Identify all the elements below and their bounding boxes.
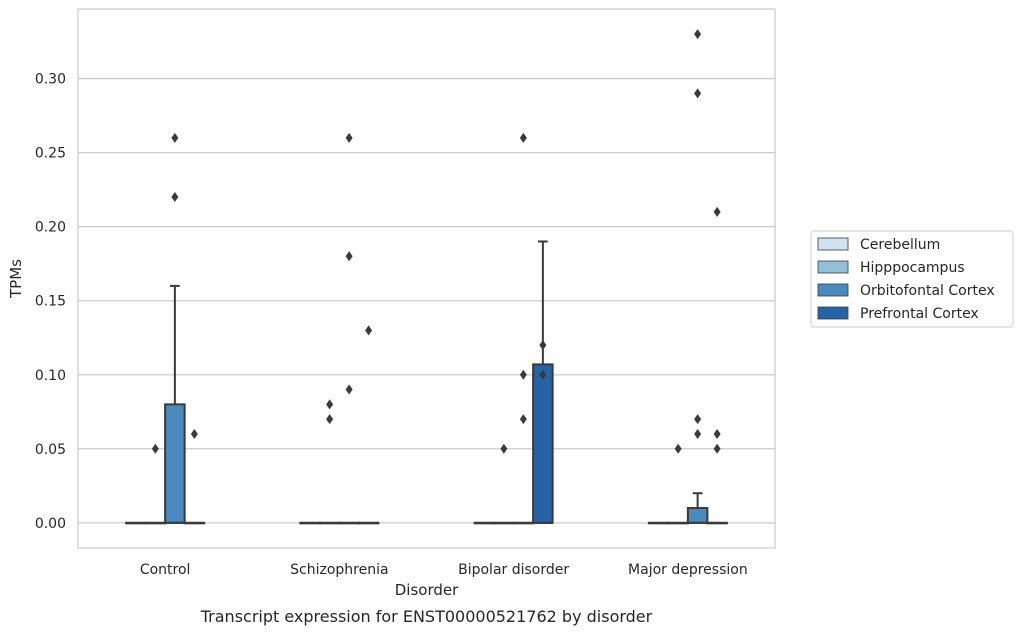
y-axis-ticks: 0.00 0.05 0.10 0.15 0.20 0.25 0.30 <box>35 72 66 532</box>
outlier-point <box>519 132 527 143</box>
box-group <box>686 29 709 524</box>
box-group <box>299 521 321 525</box>
outlier-point <box>694 88 702 99</box>
box-group <box>706 206 728 525</box>
outlier-point <box>345 132 353 143</box>
outlier-point <box>694 428 702 439</box>
outlier-point <box>326 399 334 410</box>
outlier-point <box>171 192 179 203</box>
y-tick-label: 0.15 <box>35 294 66 310</box>
box-group <box>318 399 341 525</box>
legend-label: Orbitofontal Cortex <box>860 283 995 299</box>
outlier-point <box>326 414 334 425</box>
box-group <box>183 428 206 525</box>
box-group <box>338 132 360 525</box>
box-group <box>357 325 380 525</box>
y-tick-label: 0.05 <box>35 442 66 458</box>
box-group <box>144 443 167 525</box>
y-tick-label: 0.20 <box>35 220 66 236</box>
box <box>686 507 709 524</box>
y-tick-label: 0.30 <box>35 72 66 88</box>
x-tick-label: Major depression <box>628 562 748 578</box>
legend-label: Cerebellum <box>860 237 940 253</box>
outlier-point <box>345 384 353 395</box>
gridlines <box>78 77 775 524</box>
y-tick-label: 0.25 <box>35 146 66 162</box>
legend-label: Hipppocampus <box>860 260 965 276</box>
outlier-point <box>539 369 547 380</box>
outlier-point <box>694 414 702 425</box>
box-group <box>532 240 554 524</box>
outlier-point <box>345 251 353 262</box>
legend-label: Prefrontal Cortex <box>860 306 979 322</box>
chart-caption: Transcript expression for ENST0000052176… <box>200 607 653 626</box>
y-axis-label: TPMs <box>7 259 25 299</box>
legend-swatch <box>817 283 849 297</box>
legend-swatch <box>817 237 849 251</box>
box <box>532 363 554 524</box>
x-tick-label: Schizophrenia <box>290 562 388 578</box>
outlier-point <box>519 369 527 380</box>
outlier-point <box>151 443 159 454</box>
outlier-point <box>674 443 682 454</box>
outlier-point <box>519 414 527 425</box>
box-group <box>647 521 670 525</box>
legend-swatch <box>817 260 849 274</box>
box-group <box>125 521 147 525</box>
x-axis-ticks: Control Schizophrenia Bipolar disorder Majo… <box>140 562 748 578</box>
x-axis-label: Disorder <box>395 581 459 599</box>
box-group <box>667 443 689 525</box>
outlier-point <box>190 428 198 439</box>
legend: Cerebellum Hipppocampus Orbitofontal Corte… <box>810 230 1014 328</box>
outlier-point <box>713 428 721 439</box>
outlier-point <box>539 340 547 351</box>
outlier-point <box>365 325 373 336</box>
box <box>164 403 186 524</box>
legend-swatch <box>817 306 849 320</box>
outlier-point <box>171 132 179 143</box>
x-tick-label: Control <box>140 562 191 578</box>
outlier-point <box>713 206 721 217</box>
legend-frame <box>810 230 1014 328</box>
box-group <box>493 443 515 525</box>
box-group <box>512 132 535 525</box>
box-group <box>164 132 186 524</box>
outlier-point <box>694 29 702 40</box>
outlier-point <box>500 443 508 454</box>
outlier-point <box>713 443 721 454</box>
y-tick-label: 0.00 <box>35 516 66 532</box>
boxes <box>125 29 728 525</box>
plot-frame <box>77 8 776 549</box>
x-tick-label: Bipolar disorder <box>458 562 569 578</box>
y-tick-label: 0.10 <box>35 368 66 384</box>
box-group <box>473 521 496 525</box>
